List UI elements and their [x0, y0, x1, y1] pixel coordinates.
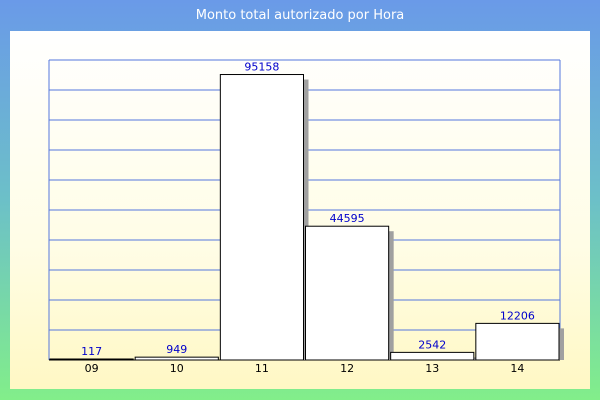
- value-label: 12206: [500, 309, 535, 322]
- bar: [305, 225, 390, 361]
- bar: [49, 358, 134, 361]
- bar: [475, 322, 560, 361]
- value-label: 2542: [418, 338, 446, 351]
- x-tick-labels: 09 10 11 12 13 14: [85, 362, 525, 375]
- value-label: 949: [166, 343, 187, 356]
- bar: [134, 356, 219, 361]
- x-tick-label: 10: [170, 362, 184, 375]
- x-tick-label: 09: [85, 362, 99, 375]
- x-tick-label: 12: [340, 362, 354, 375]
- value-label: 117: [81, 345, 102, 358]
- x-tick-label: 11: [255, 362, 269, 375]
- chart-title: Monto total autorizado por Hora: [195, 8, 405, 23]
- bars: [49, 74, 564, 361]
- bar: [219, 74, 304, 361]
- bar: [390, 351, 475, 361]
- value-labels: 117 949 95158 44595 2542 12206: [81, 61, 535, 358]
- value-label: 95158: [244, 61, 279, 74]
- x-tick-label: 13: [425, 362, 439, 375]
- value-label: 44595: [330, 212, 365, 225]
- x-tick-label: 14: [510, 362, 524, 375]
